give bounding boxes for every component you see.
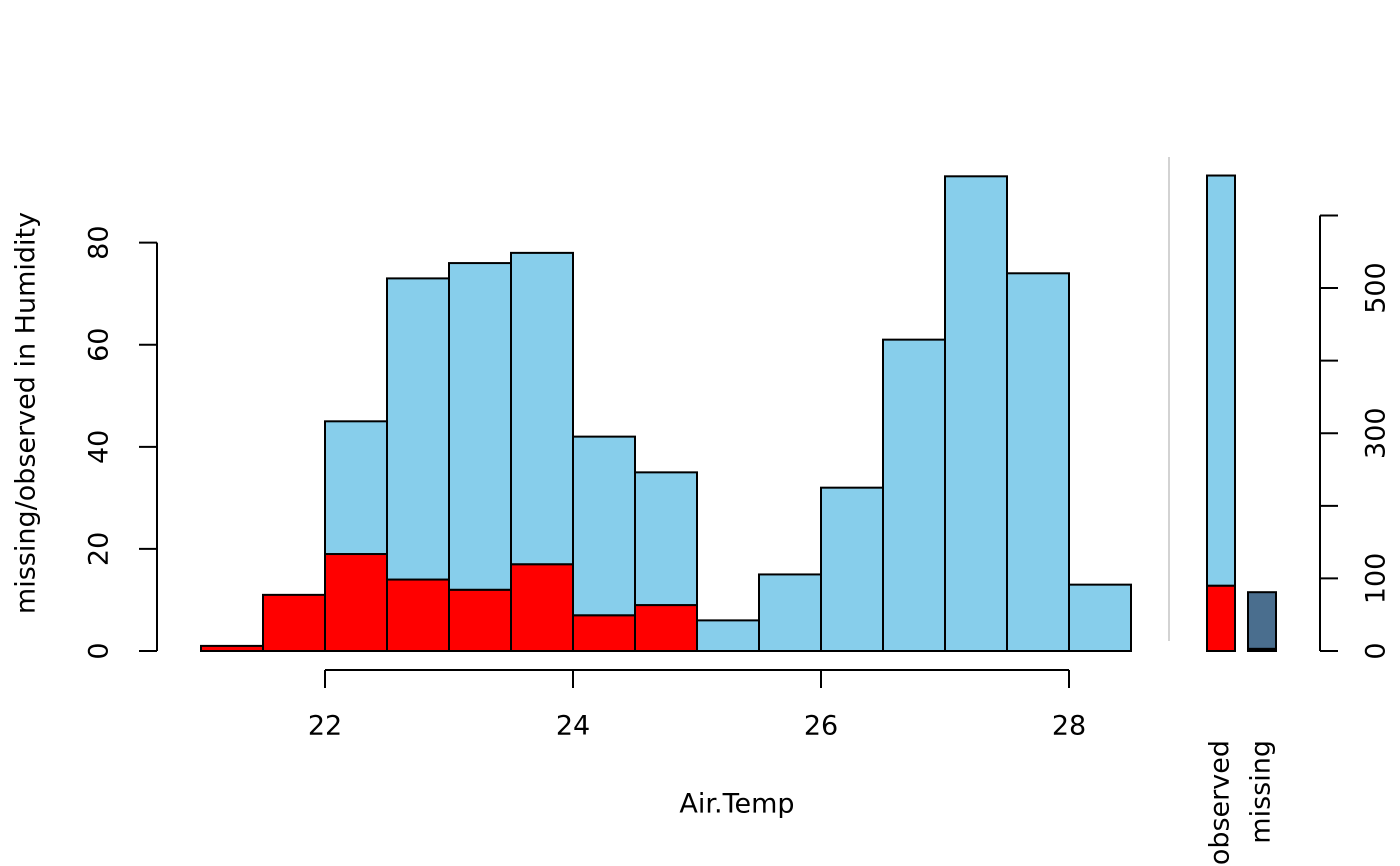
y-tick-label: 80 <box>84 225 115 259</box>
x-tick-label: 28 <box>1052 711 1086 742</box>
bar <box>448 262 512 591</box>
y-tick-label: 20 <box>84 532 115 566</box>
bar <box>262 593 326 653</box>
y2-tick-label: 100 <box>1361 553 1392 605</box>
bar <box>448 588 512 652</box>
bar <box>510 563 574 653</box>
x-axis-title: Air.Temp <box>679 789 794 820</box>
bar <box>820 486 884 652</box>
bar <box>1068 583 1132 652</box>
bar <box>324 553 388 652</box>
y2-tick-label: 300 <box>1361 407 1392 459</box>
bar <box>944 175 1008 652</box>
y-tick-label: 40 <box>84 430 115 464</box>
y-tick-label: 0 <box>84 642 115 659</box>
bar <box>510 251 574 566</box>
bar <box>572 435 636 617</box>
bar <box>1006 272 1070 652</box>
side-bar <box>1247 591 1277 650</box>
y-tick-label: 60 <box>84 328 115 362</box>
bar <box>634 604 698 652</box>
side-category-label: observed <box>1205 740 1236 865</box>
bar <box>200 644 264 652</box>
y-axis-title: missing/observed in Humidity <box>11 212 42 614</box>
x-tick-label: 26 <box>804 711 838 742</box>
y2-tick-label: 0 <box>1361 642 1392 659</box>
side-bar <box>1206 174 1236 587</box>
x-tick-label: 24 <box>556 711 590 742</box>
bar <box>386 578 450 653</box>
bar <box>572 614 636 652</box>
bar <box>634 471 698 607</box>
side-bar <box>1206 584 1236 653</box>
side-category-label: missing <box>1246 740 1277 844</box>
y2-tick-label: 500 <box>1361 262 1392 314</box>
bar <box>696 619 760 652</box>
x-tick-label: 22 <box>308 711 342 742</box>
bar <box>758 573 822 652</box>
bar <box>386 277 450 581</box>
bar <box>324 420 388 556</box>
bar <box>882 338 946 652</box>
